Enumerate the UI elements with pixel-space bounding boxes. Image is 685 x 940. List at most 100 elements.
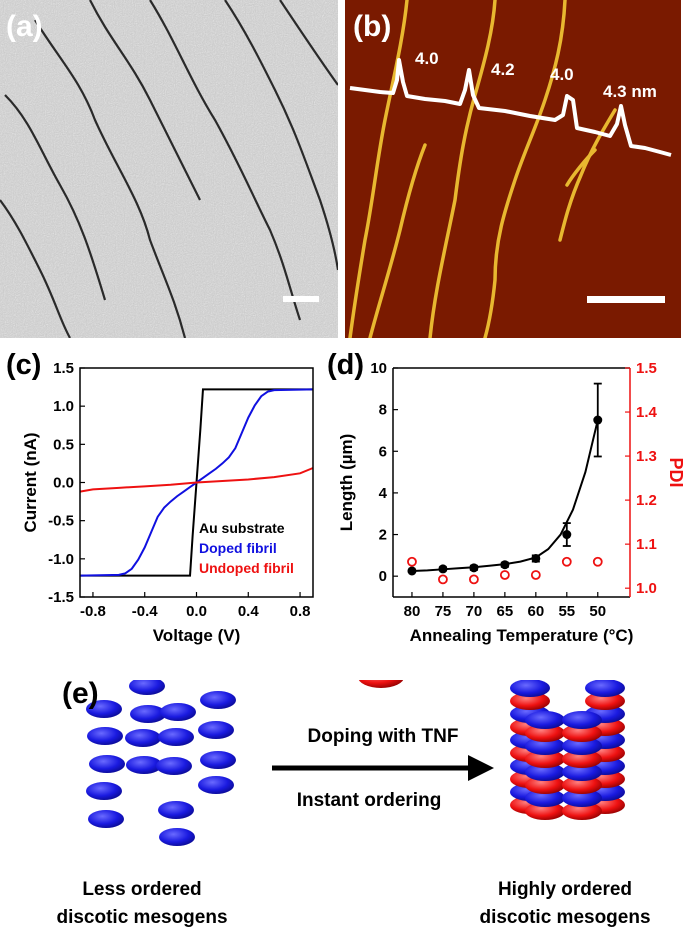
stacked-disc bbox=[562, 750, 602, 768]
panel-b-label: (b) bbox=[353, 10, 392, 43]
length-point bbox=[407, 566, 417, 576]
stacked-disc bbox=[525, 711, 565, 729]
panel-d-label: (d) bbox=[327, 349, 364, 381]
length-point bbox=[469, 563, 479, 573]
stacked-disc bbox=[525, 737, 565, 755]
pdi-point bbox=[468, 574, 479, 585]
y2-tick-label: 1.5 bbox=[636, 360, 657, 377]
y-tick-label: 6 bbox=[379, 443, 387, 460]
left-caption-line2: discotic mesogens bbox=[56, 907, 227, 928]
afm-image: 4.0 4.2 4.0 4.3 nm bbox=[345, 0, 681, 340]
stacked-disc bbox=[562, 724, 602, 742]
disordered-discs bbox=[83, 604, 237, 846]
stacked-disc bbox=[562, 789, 602, 807]
x-tick-label: 75 bbox=[435, 603, 452, 620]
legend-entry: Au substrate bbox=[199, 520, 285, 536]
x-tick-label: 55 bbox=[558, 603, 575, 620]
panel-b: 4.0 4.2 4.0 4.3 nm (b) bbox=[345, 0, 681, 340]
fit-curve bbox=[411, 419, 599, 572]
y2-tick-label: 1.3 bbox=[636, 448, 657, 465]
y2-axis-label: PDI bbox=[666, 457, 685, 487]
stacked-disc bbox=[585, 692, 625, 710]
tnf-disc bbox=[358, 666, 404, 688]
y-tick-label: 4 bbox=[379, 485, 388, 502]
length-point bbox=[593, 415, 603, 425]
stacked-disc bbox=[562, 776, 602, 794]
length-point bbox=[531, 553, 541, 563]
stacked-disc bbox=[562, 763, 602, 781]
series-line bbox=[79, 467, 314, 493]
pdi-point bbox=[592, 556, 603, 567]
right-caption-line2: discotic mesogens bbox=[479, 907, 650, 928]
y-axis-label: Length (µm) bbox=[337, 434, 356, 532]
y2-tick-label: 1.1 bbox=[636, 536, 657, 553]
stacked-disc bbox=[585, 679, 625, 697]
tem-fibrils bbox=[0, 0, 340, 339]
stacked-disc bbox=[510, 679, 550, 697]
stacked-disc bbox=[562, 802, 602, 820]
y-tick-label: 0.0 bbox=[53, 475, 74, 492]
y-tick-label: -1.0 bbox=[48, 551, 74, 568]
stacked-disc bbox=[562, 737, 602, 755]
ordered-stacks bbox=[510, 679, 625, 820]
charts-area: (c) -0.8 -0.4 0.0 0.4 0.8 -1.5 -1.0 -0.5 0.0 0.5 1.… bbox=[6, 349, 685, 645]
y-tick-label: 8 bbox=[379, 402, 387, 419]
y2-tick-label: 1.0 bbox=[636, 580, 657, 597]
stacked-disc bbox=[562, 711, 602, 729]
x-tick-label: 80 bbox=[404, 603, 421, 620]
pdi-point bbox=[499, 570, 510, 580]
schematic: Doping with TNF Instant ordering Less or… bbox=[56, 604, 651, 928]
height-label: 4.0 bbox=[415, 49, 439, 68]
y-tick-label: -1.5 bbox=[48, 589, 74, 606]
right-caption-line1: Highly ordered bbox=[498, 879, 632, 900]
pdi-point bbox=[561, 556, 572, 567]
length-point bbox=[500, 560, 510, 570]
x-tick-label: 50 bbox=[589, 603, 606, 620]
legend-entry: Doped fibril bbox=[199, 540, 277, 556]
stacked-disc bbox=[525, 750, 565, 768]
y-tick-label: 0.5 bbox=[53, 436, 74, 453]
stacked-disc bbox=[510, 692, 550, 710]
x-tick-label: 0.0 bbox=[186, 603, 207, 620]
arrow bbox=[272, 755, 494, 781]
legend-entry: Undoped fibril bbox=[199, 560, 294, 576]
panel-a: (a) bbox=[0, 0, 340, 339]
y-tick-label: 1.0 bbox=[53, 398, 74, 415]
scale-bar bbox=[283, 296, 319, 302]
height-label: 4.3 nm bbox=[603, 82, 657, 101]
tem-image bbox=[0, 0, 340, 339]
x-tick-label: 70 bbox=[466, 603, 483, 620]
height-label: 4.0 bbox=[550, 65, 574, 84]
x-tick-label: 60 bbox=[527, 603, 544, 620]
panel-c-label: (c) bbox=[6, 349, 41, 381]
stacked-disc bbox=[525, 724, 565, 742]
x-tick-label: -0.8 bbox=[80, 603, 106, 620]
arrow-top-label: Doping with TNF bbox=[308, 726, 459, 747]
panel-e-label: (e) bbox=[62, 677, 99, 710]
x-tick-label: 65 bbox=[497, 603, 514, 620]
pdi-point bbox=[530, 570, 541, 580]
stacked-disc bbox=[525, 789, 565, 807]
height-label: 4.2 bbox=[491, 60, 515, 79]
x-tick-label: 0.4 bbox=[238, 603, 260, 620]
length-point bbox=[562, 530, 572, 540]
y-axis-label: Current (nA) bbox=[21, 432, 40, 532]
left-caption-line1: Less ordered bbox=[82, 879, 201, 900]
length-point bbox=[438, 564, 448, 574]
x-tick-label: -0.4 bbox=[132, 603, 159, 620]
stacked-disc bbox=[525, 802, 565, 820]
y-tick-label: 2 bbox=[379, 527, 387, 544]
y2-tick-label: 1.2 bbox=[636, 492, 657, 509]
stacked-disc bbox=[525, 776, 565, 794]
y-tick-label: 0 bbox=[379, 568, 387, 585]
y2-tick-label: 1.4 bbox=[636, 404, 658, 421]
y-tick-label: 1.5 bbox=[53, 360, 74, 377]
stacked-disc bbox=[525, 763, 565, 781]
panel-a-label: (a) bbox=[6, 10, 43, 43]
afm-fibrils bbox=[348, 0, 617, 340]
y-tick-label: -0.5 bbox=[48, 513, 74, 530]
y-tick-label: 10 bbox=[370, 360, 387, 377]
pdi-point bbox=[407, 556, 417, 567]
x-tick-label: 0.8 bbox=[290, 603, 311, 620]
height-profile bbox=[349, 58, 672, 157]
